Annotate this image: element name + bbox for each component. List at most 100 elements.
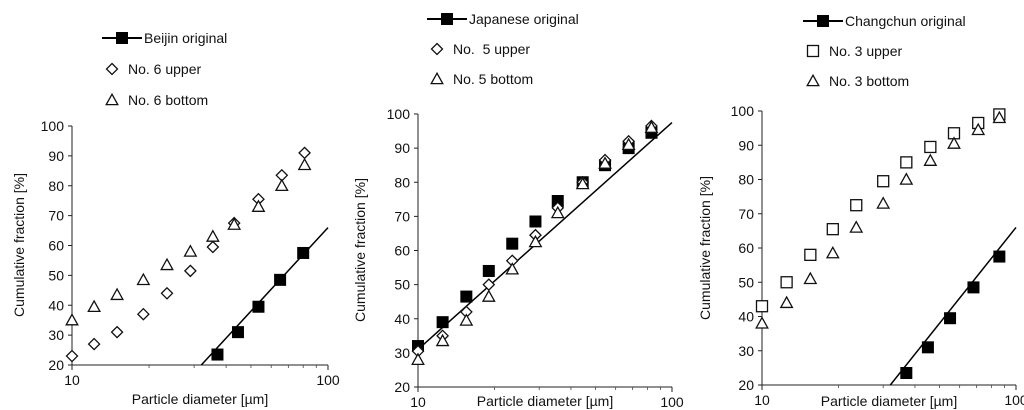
data-point <box>621 137 636 151</box>
data-point <box>899 172 914 185</box>
data-point <box>971 122 986 136</box>
data-point <box>87 337 101 351</box>
y-tick-label: 40 <box>738 309 754 325</box>
legend-label: Changchun original <box>845 13 966 29</box>
x-tick-label: 10 <box>410 394 426 410</box>
data-point <box>251 199 266 212</box>
data-point <box>505 262 520 275</box>
legend-label: No. 6 bottom <box>128 92 208 108</box>
y-tick-label: 40 <box>48 297 64 313</box>
data-point <box>575 176 590 190</box>
series-2 <box>65 146 311 363</box>
y-tick-label: 50 <box>738 274 754 290</box>
x-axis-label: Particle diameter [µm] <box>132 391 268 407</box>
data-point <box>482 278 496 292</box>
chart-panel-2: 20 30 40 50 60 70 80 90 100 10 100 Particle diamete… <box>352 11 684 410</box>
series-3 <box>65 157 312 326</box>
series-1 <box>200 227 329 366</box>
data-point <box>459 313 474 326</box>
data-point <box>65 349 79 363</box>
y-tick-label: 20 <box>738 377 754 393</box>
legend-marker <box>817 15 829 27</box>
y-tick-label: 70 <box>738 206 754 222</box>
y-tick-label: 90 <box>394 140 410 156</box>
legend-marker <box>806 73 820 87</box>
x-axis-label: Particle diameter [µm] <box>477 393 613 409</box>
legend-entry: Changchun original <box>803 13 966 29</box>
data-point <box>231 326 244 339</box>
data-point <box>274 178 289 192</box>
data-point <box>529 215 542 228</box>
data-point <box>297 157 312 171</box>
legend-entry: No. 3 bottom <box>806 73 909 89</box>
y-tick-label: 60 <box>738 240 754 256</box>
data-point <box>924 140 937 154</box>
data-point <box>411 352 425 365</box>
legend-entry: Japanese original <box>427 11 579 27</box>
data-point <box>923 153 938 166</box>
data-point <box>755 316 769 329</box>
legend-entry: No. 6 bottom <box>105 92 208 108</box>
chart-panel-1: 20 30 40 50 60 70 80 90 100 10 100 Particle diamete… <box>11 30 340 407</box>
y-tick-label: 40 <box>394 311 410 327</box>
series-fit-line <box>417 121 673 351</box>
data-point <box>779 295 794 309</box>
data-point <box>136 307 150 321</box>
data-point <box>826 223 839 236</box>
data-point <box>850 199 863 212</box>
x-tick-label: 100 <box>660 394 684 410</box>
data-point <box>136 272 151 286</box>
data-point <box>160 257 174 271</box>
series-1 <box>889 226 1017 386</box>
data-point <box>528 234 543 248</box>
data-point <box>435 333 450 347</box>
y-tick-label: 30 <box>394 345 410 361</box>
legend-marker <box>105 92 119 106</box>
data-point <box>183 264 197 278</box>
data-point <box>65 313 79 326</box>
data-point <box>993 250 1006 263</box>
legend-label: Beijin original <box>144 30 227 46</box>
data-point <box>755 300 769 313</box>
legend-entry: Beijin original <box>102 30 227 46</box>
data-point <box>298 146 311 160</box>
y-tick-label: 90 <box>48 148 64 164</box>
data-point <box>436 316 449 329</box>
y-axis-label: Cumulative fraction [%] <box>352 178 368 322</box>
data-point <box>992 110 1007 124</box>
legend-marker <box>116 32 128 44</box>
data-point <box>211 348 224 361</box>
y-tick-label: 70 <box>394 208 410 224</box>
data-point <box>877 175 890 188</box>
legend-label: No. 5 upper <box>453 41 530 57</box>
data-point <box>110 325 124 339</box>
data-point <box>900 156 913 169</box>
data-point <box>825 245 840 259</box>
legend-label: Japanese original <box>469 11 579 27</box>
data-point <box>550 205 565 219</box>
y-tick-label: 50 <box>394 277 410 293</box>
data-point <box>206 240 220 254</box>
y-tick-label: 30 <box>738 343 754 359</box>
legend-marker <box>441 13 453 25</box>
y-tick-label: 20 <box>394 379 410 395</box>
legend-marker <box>806 44 820 58</box>
y-tick-label: 30 <box>48 327 64 343</box>
legend-marker <box>430 42 444 56</box>
data-point <box>803 271 818 285</box>
data-point <box>506 237 519 250</box>
data-point <box>160 286 174 300</box>
legend-entry: No. 5 upper <box>430 41 530 57</box>
y-tick-label: 80 <box>738 172 754 188</box>
legend-entry: No. 5 bottom <box>430 71 533 87</box>
y-axis-label: Cumulative fraction [%] <box>697 176 713 320</box>
legend-marker <box>105 62 119 76</box>
y-axis-label: Cumulative fraction [%] <box>11 173 27 317</box>
data-point <box>183 244 198 257</box>
x-tick-label: 10 <box>754 392 770 408</box>
y-tick-label: 80 <box>394 174 410 190</box>
data-point <box>110 287 124 301</box>
x-tick-label: 100 <box>316 372 340 388</box>
data-point <box>944 312 957 325</box>
data-point <box>297 246 310 259</box>
